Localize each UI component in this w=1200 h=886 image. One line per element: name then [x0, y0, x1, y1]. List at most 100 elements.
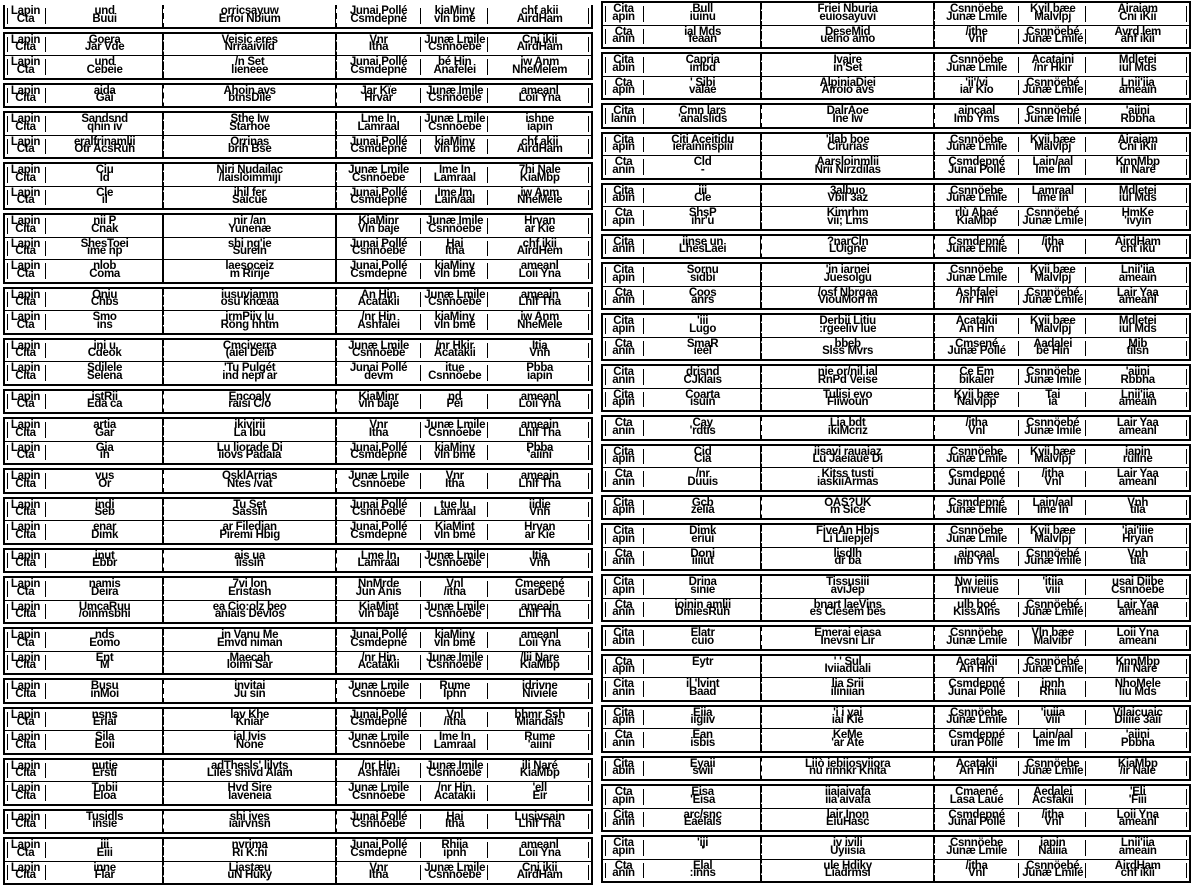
table-cell: Lapin Cta	[5, 391, 47, 413]
cell-text-bottom: Lhlf Tha	[518, 818, 562, 831]
cell-text-top: und	[94, 56, 115, 69]
table-cell: 'aiini Pbbha	[1086, 729, 1189, 751]
cell-text-top: Lain/aal	[1032, 496, 1074, 509]
cell-text-bottom: Loii Yna	[518, 92, 561, 105]
cell-text-top: ameain	[520, 288, 559, 301]
cell-text-top: Cita	[613, 525, 634, 538]
table-cell: KiaMbp/ir Nale	[1086, 758, 1189, 780]
cell-text-bottom: Cta	[16, 267, 35, 280]
cell-text-top: Cmciverra	[222, 339, 277, 352]
cell-text-top: Junai Pollé	[349, 135, 408, 148]
cell-text-bottom: Loii Yna	[518, 267, 561, 280]
cell-text-top: An Hin	[360, 288, 397, 301]
table-cell: Csmdepné Junæ Lmile	[933, 235, 1020, 258]
cell-text-top: 'ell	[532, 782, 548, 795]
table-cell: Liastæu uN Huky	[162, 839, 336, 883]
table-cell: 7hi Nale KiaMbp	[488, 164, 591, 186]
cell-text-top: Csmdepné	[948, 468, 1005, 481]
table-cell: Junai Pollé Csmdepné	[335, 708, 422, 753]
table-cell: 'Tu Pulgét ind nepi ar	[162, 339, 336, 384]
table-row: Lapin Cta namis Deira 7vi lon Eristash NnMrde J…	[5, 578, 591, 622]
cell-text-top: ial Ivis	[233, 731, 267, 744]
table-cell: Junai Pollé Csmdepné	[335, 214, 422, 282]
cell-text-top: nir /an	[233, 215, 266, 228]
table-cell: Cita anin	[603, 236, 645, 258]
table-row: Cita apin Bull iuinu Friei Nburia euiosayuvi C…	[603, 3, 1189, 47]
cell-text-bottom: brih Bse	[227, 143, 272, 156]
cell-text-top: ea Cio:olz beo	[212, 600, 287, 613]
cell-text-bottom: Piremi Hbig	[219, 528, 280, 541]
cell-text-bottom: iissin	[235, 557, 264, 570]
table-cell: kiaMiny vln bmé	[421, 311, 489, 333]
record-table: Lapin Cita Busu inMoi invitai Ju sin Junæ Lmil…	[3, 678, 593, 704]
cell-text-bottom: Slss Mvrs	[822, 345, 874, 358]
cell-text-top: 7hi Nale	[518, 164, 561, 177]
cell-text-top: Coarta	[685, 388, 720, 401]
cell-text-bottom: Jar Vde	[84, 41, 125, 54]
cell-text-top: Tusidls	[85, 810, 124, 823]
cell-text-bottom: Cta	[16, 716, 35, 729]
cell-text-top: Ean	[692, 729, 714, 742]
cell-text-top: il 'lvint	[685, 678, 720, 691]
cell-text-bottom: uran Pollé	[950, 736, 1003, 749]
cell-text-top: Csmdepné	[948, 156, 1005, 169]
cell-text-bottom: Airoio avs	[821, 84, 874, 97]
cell-text-top: Junæ Lmile	[424, 419, 486, 432]
cell-text-top: Bull	[692, 3, 713, 16]
cell-text-bottom: Loii Yna	[518, 846, 561, 859]
cell-text-bottom: Acatakii	[433, 347, 476, 360]
table-cell: SmaR ieel	[644, 338, 762, 360]
cell-text-bottom: Csnnöebe	[351, 789, 406, 802]
table-cell: Kyii bæe Malvlpj	[1019, 446, 1087, 468]
cell-text-bottom: Junæ Lmilé	[1022, 606, 1084, 619]
table-row: Lapin Cta istRii Eda ca Encoaly raisi C/o KiaM…	[5, 390, 591, 413]
cell-text-top: /nr Hin	[361, 651, 396, 664]
cell-text-top: Tai	[1045, 388, 1061, 401]
cell-text-top: Ime In	[439, 731, 471, 744]
table-cell: enar Dimk	[46, 521, 164, 543]
cell-text-top: Sthe Iw	[230, 113, 269, 126]
table-cell: Tusidls insie	[46, 810, 164, 833]
cell-text-top: Kyii bæe	[1029, 525, 1076, 538]
cell-text-top: Lapin	[10, 5, 41, 18]
record-table: Cita apin Sornu sidbi'in iarnei Juesolgu Csnn…	[601, 262, 1191, 310]
cell-text-bottom: Imb Yms	[953, 112, 1000, 125]
cell-text-top: Cta	[614, 729, 633, 742]
cell-text-bottom: Lamraal	[433, 738, 476, 751]
cell-text-bottom: Cta	[16, 585, 35, 598]
cell-text-top: ar Filedian	[222, 521, 278, 534]
table-cell: Junæ Lmile Csnnöebe	[421, 34, 489, 56]
cell-text-bottom: abin	[612, 765, 635, 778]
table-cell: Cta anin	[603, 26, 645, 48]
table-cell: iapin Naiiia	[1019, 837, 1087, 859]
cell-text-bottom: anin	[612, 736, 635, 749]
cell-text-bottom: Seb	[94, 506, 116, 519]
record-table: Lapin Cita vus Or OsklArrias Ntes /vat Junæ Lm…	[3, 468, 593, 494]
table-cell: 'ii'/vi iar Kio	[933, 54, 1020, 98]
table-cell: Sila Eoii	[46, 731, 164, 753]
cell-text-top: tue lu	[440, 498, 470, 511]
cell-text-top: Cta	[614, 76, 633, 89]
record-table: Lapin Cta nds Eomo in Vanu Me Emvd niman Junai…	[3, 627, 593, 675]
table-cell: Lain/aal Ime Im	[1019, 156, 1087, 178]
table-cell: iii Eiii	[46, 839, 164, 861]
table-cell: Cta anin	[603, 599, 645, 621]
cell-text-bottom: Cita	[15, 426, 36, 439]
table-cell: Hrvan ar Kïe	[488, 521, 591, 543]
cell-text-top: Citi Aceitidu	[671, 133, 734, 146]
table-cell: Busu inMoi	[46, 680, 164, 702]
cell-text-bottom: Ashfalei	[357, 767, 400, 780]
table-cell: Junæ Imile Csnnöebe	[421, 215, 489, 237]
cell-text-bottom: ihr'u	[691, 214, 715, 227]
cell-text-top: Sandsnd	[81, 113, 128, 126]
table-cell: Oniu Chbs	[46, 289, 164, 311]
cell-text-bottom: Selena	[86, 369, 123, 382]
cell-text-bottom: Junæ Lmile	[946, 844, 1007, 857]
table-cell: usai Diibe Csnnöebe	[1086, 576, 1189, 598]
cell-text-top: chf ikii	[522, 237, 557, 250]
cell-text-top: idrivne	[521, 680, 558, 693]
cell-text-top: ameain	[520, 419, 559, 432]
cell-text-top: Cita	[613, 184, 634, 197]
cell-text-bottom: apin	[612, 84, 635, 97]
table-cell: Csnnöebé Junæ Lmilé	[1019, 860, 1087, 882]
